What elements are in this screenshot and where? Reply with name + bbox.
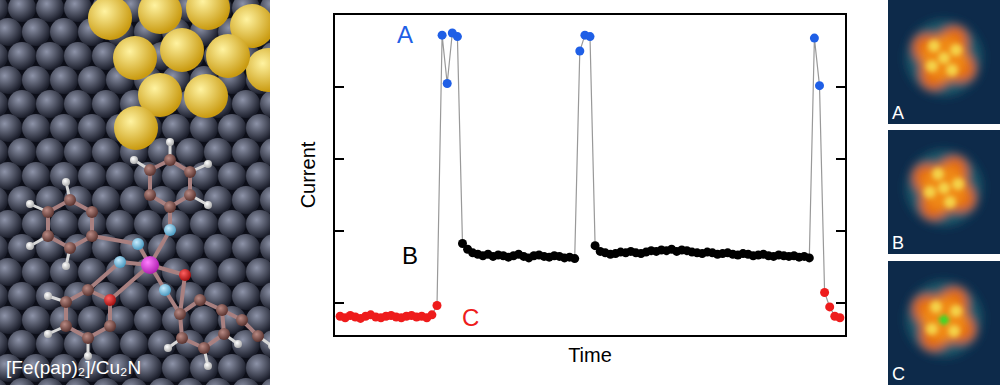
svg-text:Current: Current — [297, 141, 319, 208]
svg-text:[Fe(pap)₂]/Cu₂N: [Fe(pap)₂]/Cu₂N — [6, 357, 141, 378]
svg-text:A: A — [892, 103, 904, 123]
svg-text:B: B — [892, 233, 904, 253]
svg-text:C: C — [462, 304, 479, 331]
svg-text:Time: Time — [568, 344, 612, 366]
svg-text:B: B — [402, 242, 418, 269]
svg-text:A: A — [397, 21, 413, 48]
svg-text:C: C — [892, 364, 905, 384]
